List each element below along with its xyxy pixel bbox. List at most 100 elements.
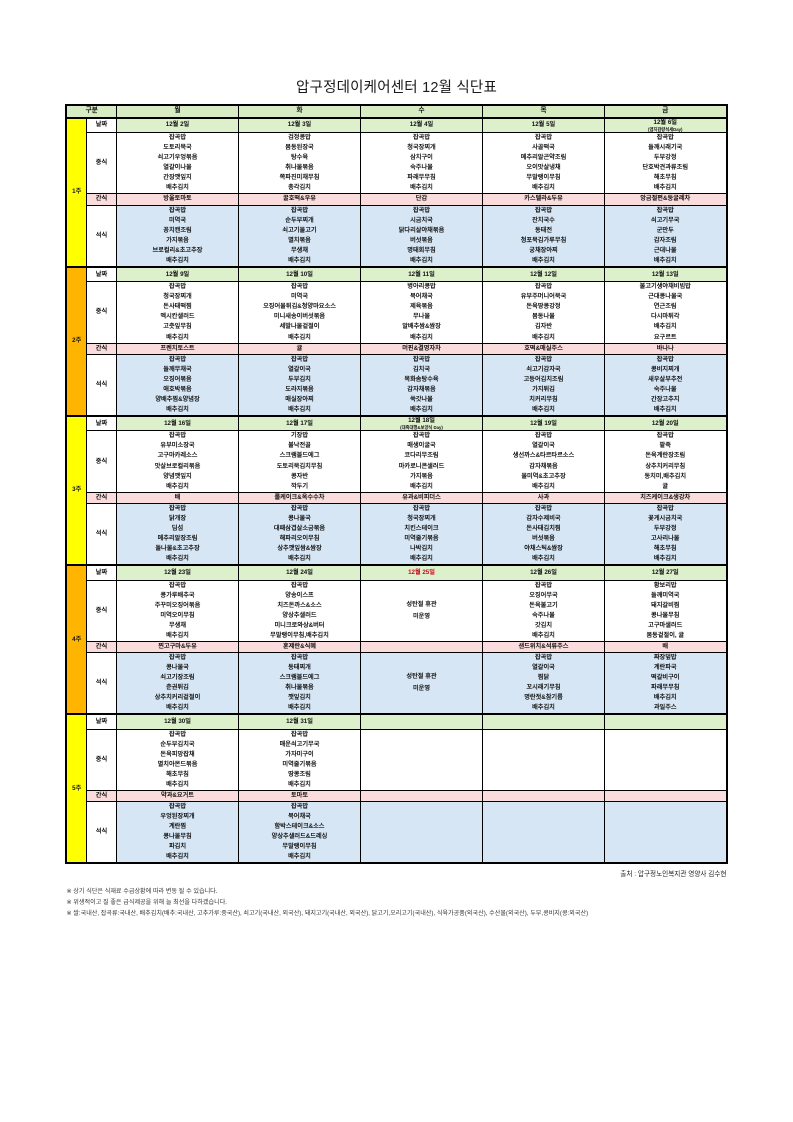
menu-item: 잡곡밥 — [168, 802, 187, 810]
menu-item: 잡곡밥 — [534, 206, 553, 214]
lunch-cell: 잡곡밥 콩가루배추국 주꾸미오징어볶음 미역오이무침 무생채 배추김치 — [116, 579, 239, 642]
dinner-cell: 잡곡밥 꽃게시금치국 두부강정 고사리나물 해초무침 배추김치 — [604, 502, 727, 566]
menu-item: 잡곡밥 — [290, 504, 309, 512]
date-cell: 12월 6일 (염지감량석세Day) — [604, 116, 727, 134]
menu-item: 무말랭이무침 — [282, 843, 317, 851]
menu-item: 배추김치 — [288, 554, 311, 562]
date-cell: 12월 27일 — [604, 564, 727, 581]
menu-item: 유부미소장국 — [160, 442, 195, 450]
lunch-cell: 잡곡밥 양송이스프 치즈돈까스&소스 양상추샐러드 미니크로와상&버터 무말랭이무침,배추… — [238, 579, 361, 642]
footnote-1: ※ 상기 식단은 식재료 수급상황에 따라 변동 될 수 있습니다. — [66, 888, 218, 896]
lunch-cell: 잡곡밥 들깨시래기국 두부강정 단호박견과류조림 해초무침 배추김치 — [604, 132, 727, 195]
menu-item: 잡곡밥 — [534, 134, 553, 142]
menu-item: 잡곡밥 — [534, 283, 553, 291]
menu-item: 잡곡밥 — [656, 355, 674, 363]
dinner-cell: 잡곡밥 청국장찌개 치킨스테이크 미역줄기볶음 나박김치 배추김치 — [360, 502, 483, 566]
menu-item: 배추김치 — [410, 554, 433, 562]
menu-item: 잡곡밥 — [168, 653, 187, 661]
snack-cell: 훈제란&식혜 — [238, 640, 361, 653]
menu-item: 알배추쌈&쌈장 — [402, 323, 441, 331]
dinner-cell: 잡곡밥 닭개장 딤섬 메추리알장조림 돌나물&초고추장 배추김치 — [116, 502, 239, 566]
snack-cell — [360, 640, 483, 653]
menu-item: 배추김치 — [166, 256, 189, 264]
week-label: 2주 — [65, 265, 87, 417]
lunch-cell: 성탄절 휴관 미운영 — [360, 579, 483, 642]
menu-item: 배추김치 — [166, 184, 189, 192]
dinner-cell: 잡곡밥 들깨무채국 오징어볶음 애호박볶음 양배추찜&양념장 배추김치 — [116, 353, 239, 417]
menu-item: 닭개장 — [168, 514, 187, 522]
dinner-cell: 잡곡밥 미역국 꽁치캔조림 가지볶음 브로컬리&초고추장 배추김치 — [116, 204, 239, 268]
menu-item: 해초무침 — [653, 544, 677, 552]
menu-item: 멸치볶음 — [288, 236, 311, 244]
lunch-cell: 불고기생야채비빔밥 근대콩나물국 연근조림 다시마튀각 배추김치 요구르트 — [604, 281, 727, 344]
menu-item: 돈육불고기 — [529, 601, 558, 609]
menu-item: 배추김치 — [166, 482, 189, 490]
menu-item: 돌나물&초고추장 — [155, 544, 200, 552]
menu-item: 오이맛살냉채 — [526, 164, 561, 172]
menu-item: 잡곡밥 — [168, 206, 187, 214]
snack-cell: 약과&요거트 — [116, 789, 239, 802]
header-day-tue: 화 — [238, 104, 361, 119]
menu-item: 양상추샐러드&드레싱 — [271, 833, 328, 841]
menu-item: 잡곡밥 — [656, 504, 674, 512]
menu-item: 귤 — [662, 482, 669, 490]
menu-item: 열갈이국 — [532, 442, 555, 450]
row-label-dinner: 석식 — [85, 800, 118, 864]
week-date-row: 1주 날짜 12월 2일 12월 3일 12월 4일 12월 5일 12월 6일 (염지감량석… — [65, 116, 727, 268]
menu-item: 배추김치 — [166, 780, 189, 788]
menu-item: 잡곡밥 — [412, 134, 431, 142]
snack-cell: 토마토 — [238, 789, 361, 802]
page-title: 압구정데이케어센터 12월 식단표 — [295, 80, 497, 96]
row-label-date: 날짜 — [85, 116, 118, 134]
menu-item: 무생채 — [168, 621, 187, 629]
menu-item: 치킨스테이크 — [404, 524, 439, 532]
date-cell: 12월 2일 — [116, 116, 239, 134]
snack-cell: 롤케이크&옥수수차 — [238, 491, 361, 504]
date-cell: 12월 3일 — [238, 116, 361, 134]
menu-item: 깻잎김치 — [288, 694, 311, 702]
menu-item: 두부강정 — [653, 154, 677, 162]
menu-item: 땅콩조림 — [288, 770, 311, 778]
snack-cell: 찐고구마&두유 — [116, 640, 239, 653]
week-dinner-row: 석식 잡곡밥 우엉된장찌개 계란찜 콩나물무침 파김치 배추김치 잡곡밥 북어채국 함박스테이크&… — [66, 800, 727, 864]
menu-item: 잡곡밥 — [168, 730, 187, 738]
menu-item: 숙주나물 — [653, 385, 677, 393]
menu-item: 콩가루배추국 — [160, 591, 195, 599]
menu-item: 돼지갈비찜 — [651, 601, 680, 609]
menu-item: 오징어볶음 — [163, 375, 192, 383]
menu-item: 봄동나물 — [532, 313, 555, 321]
menu-item: 고사리나물 — [651, 534, 680, 542]
week-lunch-row: 중식 잡곡밥 콩가루배추국 주꾸미오징어볶음 미역오이무침 무생채 배추김치 잡곡밥 양송이스프… — [66, 579, 727, 642]
dinner-cell: 잡곡밥 열갈이국 두부김치 도라지볶음 매실장아찌 배추김치 — [238, 353, 361, 417]
menu-item: 북어채국 — [410, 293, 433, 301]
lunch-cell: 기장밥 불낙전골 스크램블드에그 도토리묵김치무침 콩자반 깍두기 — [238, 430, 361, 493]
menu-item: 춘권튀김 — [166, 683, 189, 691]
menu-item: 김자반 — [534, 323, 553, 331]
menu-item: 우엉된장찌개 — [160, 812, 195, 820]
menu-item: 배추김치 — [653, 405, 677, 413]
menu-item: 근대콩나물국 — [648, 293, 683, 301]
dinner-cell: 잡곡밥 열갈이국 찜닭 꼬시래기무침 명란젓&참기름 배추김치 — [482, 651, 605, 715]
row-label-date: 날짜 — [85, 265, 118, 283]
date-cell: 12월 23일 — [116, 564, 239, 581]
menu-item: 쇠고기우엉볶음 — [157, 154, 198, 162]
menu-item: 잡곡밥 — [290, 581, 309, 589]
menu-item: 배추김치 — [532, 482, 555, 490]
lunch-cell: 검정콩밥 봄동된장국 탕수육 취나물볶음 쪽파진미채무침 총각김치 — [238, 132, 361, 195]
row-label-lunch: 중식 — [85, 132, 118, 195]
snack-cell: 머핀&결명자차 — [360, 342, 483, 355]
menu-item: 배추김치 — [288, 704, 311, 712]
date-cell: 12월 10일 — [238, 265, 361, 283]
lunch-cell: 잡곡밥 청국장찌개 삼치구이 숙주나물 파래무무침 배추김치 — [360, 132, 483, 195]
menu-item: 돈육땅콩강정 — [526, 303, 561, 311]
week-dinner-row: 석식 잡곡밥 들깨무채국 오징어볶음 애호박볶음 양배추찜&양념장 배추김치 잡곡밥 열갈이국 두… — [66, 353, 727, 417]
snack-cell — [360, 789, 483, 802]
date-cell: 12월 18일 (대죽대행&보양식 Day) — [360, 414, 483, 432]
menu-item: 치즈돈까스&소스 — [277, 601, 322, 609]
week-date-row: 5주 날짜 12월 30일 12월 31일 — [65, 713, 727, 864]
row-label-snack: 간식 — [85, 789, 118, 802]
week-dinner-row: 석식 잡곡밥 닭개장 딤섬 메추리알장조림 돌나물&초고추장 배추김치 잡곡밥 콩나물국 대패삼겹… — [66, 502, 727, 566]
menu-item: 취나물볶음 — [285, 164, 314, 172]
menu-item: 잡곡밥 — [290, 802, 309, 810]
lunch-cell-empty — [604, 728, 727, 791]
